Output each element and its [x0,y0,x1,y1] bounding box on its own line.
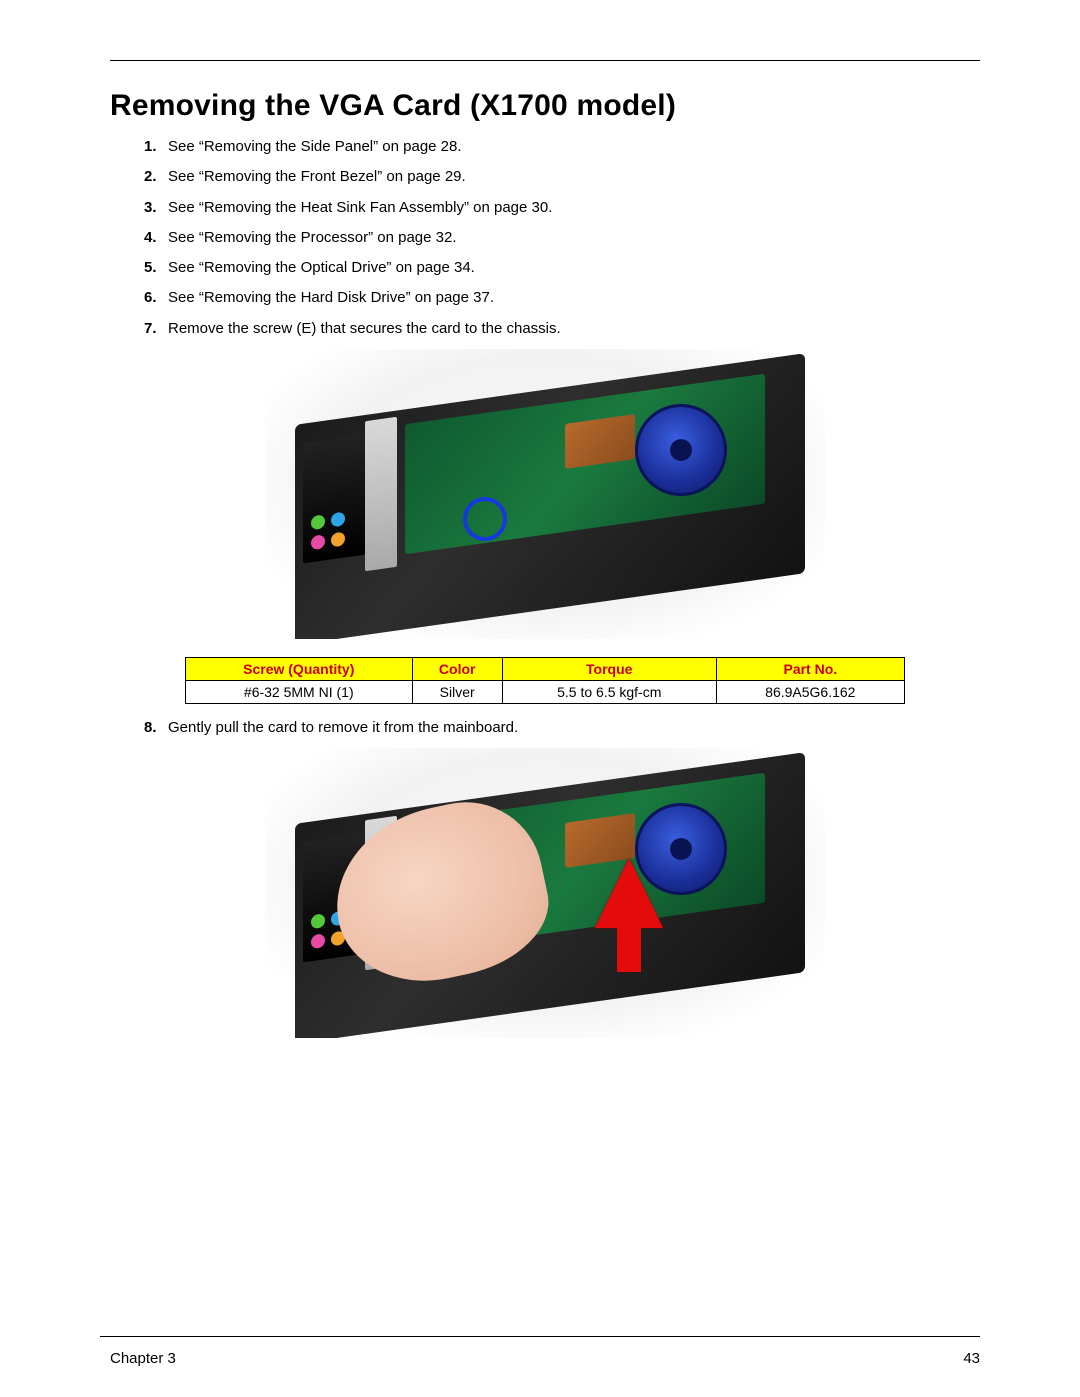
step-number: 5. [144,258,168,278]
step-item: 4.See “Removing the Processor” on page 3… [144,228,980,248]
step-item: 3.See “Removing the Heat Sink Fan Assemb… [144,198,980,218]
up-arrow-stem [617,924,641,972]
rule-bottom [100,1336,980,1337]
step-text: See “Removing the Hard Disk Drive” on pa… [168,288,494,308]
step-list-2: 8.Gently pull the card to remove it from… [110,718,980,738]
footer-page-number: 43 [963,1350,980,1367]
step-number: 6. [144,288,168,308]
figure-2-photo [265,748,825,1038]
screw-highlight-icon [463,497,507,541]
step-text: See “Removing the Optical Drive” on page… [168,258,475,278]
audio-port-icon [311,514,325,530]
step-text: See “Removing the Side Panel” on page 28… [168,137,462,157]
table-row: #6-32 5MM NI (1) Silver 5.5 to 6.5 kgf-c… [186,680,905,703]
col-torque: Torque [502,657,716,680]
cell-part-no: 86.9A5G6.162 [716,680,904,703]
step-number: 8. [144,718,168,738]
audio-port-icon [331,531,345,547]
step-number: 1. [144,137,168,157]
figure-2 [110,748,980,1038]
col-screw-qty: Screw (Quantity) [186,657,413,680]
audio-port-icon [311,933,325,949]
cell-color: Silver [412,680,502,703]
fan-shape [635,404,727,496]
step-number: 7. [144,319,168,339]
col-part-no: Part No. [716,657,904,680]
step-text: See “Removing the Processor” on page 32. [168,228,457,248]
step-item: 7.Remove the screw (E) that secures the … [144,319,980,339]
rule-top [110,60,980,61]
footer-chapter: Chapter 3 [110,1350,176,1367]
page: Removing the VGA Card (X1700 model) 1.Se… [0,0,1080,1397]
step-item: 8.Gently pull the card to remove it from… [144,718,980,738]
step-number: 4. [144,228,168,248]
audio-port-icon [311,534,325,550]
page-title: Removing the VGA Card (X1700 model) [110,89,980,123]
table-header-row: Screw (Quantity) Color Torque Part No. [186,657,905,680]
col-color: Color [412,657,502,680]
bracket-shape [365,417,397,571]
audio-port-icon [311,913,325,929]
screw-spec-table: Screw (Quantity) Color Torque Part No. #… [185,657,905,704]
up-arrow-icon [595,858,663,928]
step-item: 5.See “Removing the Optical Drive” on pa… [144,258,980,278]
step-number: 3. [144,198,168,218]
step-item: 6.See “Removing the Hard Disk Drive” on … [144,288,980,308]
step-text: See “Removing the Heat Sink Fan Assembly… [168,198,552,218]
step-text: Gently pull the card to remove it from t… [168,718,518,738]
step-text: Remove the screw (E) that secures the ca… [168,319,561,339]
figure-1-photo [265,349,825,639]
step-item: 1.See “Removing the Side Panel” on page … [144,137,980,157]
audio-port-icon [331,511,345,527]
figure-1 [110,349,980,639]
step-list: 1.See “Removing the Side Panel” on page … [110,137,980,339]
cell-torque: 5.5 to 6.5 kgf-cm [502,680,716,703]
step-item: 2.See “Removing the Front Bezel” on page… [144,167,980,187]
io-plate-shape [303,434,365,563]
heatsink-shape [565,414,635,469]
cell-screw-qty: #6-32 5MM NI (1) [186,680,413,703]
page-footer: Chapter 3 43 [110,1350,980,1367]
step-number: 2. [144,167,168,187]
step-text: See “Removing the Front Bezel” on page 2… [168,167,466,187]
